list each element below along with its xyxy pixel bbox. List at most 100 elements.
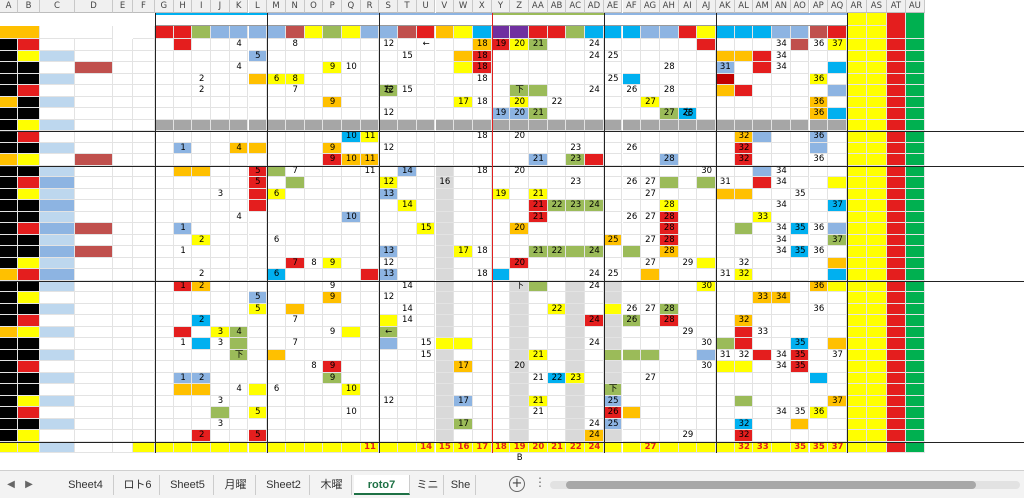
row-b[interactable] xyxy=(18,165,40,177)
grid-cell[interactable] xyxy=(435,200,455,212)
grid-cell[interactable] xyxy=(454,257,473,269)
row-half[interactable] xyxy=(113,211,133,223)
grid-cell[interactable] xyxy=(659,200,679,212)
grid-cell[interactable] xyxy=(585,315,604,327)
cell-value[interactable]: 24 xyxy=(589,430,600,440)
number-header-15[interactable] xyxy=(416,26,436,39)
row-as[interactable] xyxy=(866,142,887,154)
row-half[interactable] xyxy=(113,326,133,338)
grid-cell[interactable] xyxy=(641,246,660,258)
row-at[interactable] xyxy=(886,384,906,396)
row-au[interactable] xyxy=(905,177,925,189)
grid-cell[interactable] xyxy=(454,338,473,350)
cell-value[interactable]: 12 xyxy=(383,39,395,49)
grid-cell[interactable] xyxy=(529,96,548,108)
row-half[interactable] xyxy=(113,131,133,143)
grid-cell[interactable] xyxy=(622,96,642,108)
row-at[interactable] xyxy=(886,372,906,384)
grid-cell[interactable] xyxy=(304,407,324,419)
grid-cell[interactable] xyxy=(659,211,679,223)
row-round[interactable] xyxy=(133,39,155,51)
grid-cell[interactable] xyxy=(192,315,212,327)
cell-value[interactable]: 37 xyxy=(831,441,844,452)
grid-cell[interactable] xyxy=(603,418,623,430)
row-b[interactable] xyxy=(18,361,40,373)
grid-cell[interactable] xyxy=(622,119,642,131)
grid-cell[interactable] xyxy=(809,142,829,154)
grid-cell[interactable] xyxy=(659,280,679,292)
cell-value[interactable]: 35 xyxy=(794,349,806,360)
grid-cell[interactable] xyxy=(267,418,286,430)
grid-cell[interactable] xyxy=(416,211,436,223)
grid-cell[interactable] xyxy=(416,165,436,177)
grid-cell[interactable] xyxy=(790,73,810,85)
grid-cell[interactable] xyxy=(547,50,567,62)
row-au[interactable] xyxy=(905,257,925,269)
row-as[interactable] xyxy=(866,292,887,304)
cell-value[interactable]: 23 xyxy=(570,154,582,164)
grid-cell[interactable] xyxy=(398,280,417,292)
grid-cell[interactable] xyxy=(716,338,735,350)
grid-cell[interactable] xyxy=(678,395,698,407)
grid-cell[interactable] xyxy=(809,418,829,430)
grid-cell[interactable] xyxy=(734,384,754,396)
grid-cell[interactable] xyxy=(491,407,511,419)
grid-cell[interactable] xyxy=(454,292,473,304)
grid-cell[interactable] xyxy=(547,200,567,212)
row-b[interactable] xyxy=(18,50,40,62)
grid-cell[interactable] xyxy=(472,338,492,350)
row-date-d[interactable] xyxy=(75,73,113,85)
column-header-am[interactable]: AM xyxy=(753,0,773,13)
grid-cell[interactable] xyxy=(472,177,492,189)
grid-cell[interactable] xyxy=(585,234,604,246)
grid-cell[interactable] xyxy=(753,395,773,407)
grid-cell[interactable] xyxy=(790,62,810,74)
cell-value[interactable]: 4 xyxy=(236,326,242,337)
grid-cell[interactable] xyxy=(622,246,642,258)
grid-cell[interactable] xyxy=(716,257,735,269)
grid-cell[interactable] xyxy=(229,62,249,74)
sheet-tab-2[interactable]: Sheet5 xyxy=(162,475,214,495)
cell-value[interactable]: 11 xyxy=(364,154,376,164)
cell-value[interactable]: 21 xyxy=(532,108,544,118)
grid-cell[interactable] xyxy=(603,39,623,51)
grid-cell[interactable] xyxy=(697,384,716,396)
cell-value[interactable]: 5 xyxy=(255,430,261,440)
grid-cell[interactable] xyxy=(435,177,455,189)
grid-cell[interactable] xyxy=(734,108,754,120)
row-date-c[interactable] xyxy=(40,257,75,269)
row-ar[interactable] xyxy=(846,154,867,166)
cell-value[interactable]: 7 xyxy=(292,165,298,176)
grid-cell[interactable] xyxy=(472,349,492,361)
grid-cell[interactable] xyxy=(772,349,791,361)
grid-cell[interactable] xyxy=(603,395,623,407)
grid-cell[interactable] xyxy=(510,372,529,384)
grid-cell[interactable] xyxy=(772,165,791,177)
grid-cell[interactable] xyxy=(585,211,604,223)
grid-cell[interactable] xyxy=(772,234,791,246)
number-header-10[interactable] xyxy=(323,26,342,39)
row-at[interactable] xyxy=(886,292,906,304)
cell-value[interactable]: 22 xyxy=(551,96,563,107)
grid-cell[interactable] xyxy=(697,441,716,453)
row-as[interactable] xyxy=(866,326,887,338)
grid-cell[interactable] xyxy=(435,430,455,442)
row-date-d[interactable] xyxy=(75,303,113,315)
cell-value[interactable]: 下 xyxy=(234,349,244,360)
grid-cell[interactable] xyxy=(659,441,679,453)
row-at[interactable] xyxy=(886,280,906,292)
grid-cell[interactable] xyxy=(304,39,324,51)
cell-value[interactable]: 2 xyxy=(199,280,205,291)
grid-cell[interactable] xyxy=(585,85,604,97)
row-date-c[interactable] xyxy=(40,372,75,384)
cell-value[interactable]: 21 xyxy=(532,200,544,210)
row-a[interactable] xyxy=(0,177,18,189)
number-header-19[interactable] xyxy=(491,26,511,39)
row-date-d[interactable] xyxy=(75,326,113,338)
grid-cell[interactable] xyxy=(267,269,286,281)
cell-value[interactable]: 32 xyxy=(738,257,750,268)
grid-cell[interactable] xyxy=(323,418,342,430)
row-a[interactable] xyxy=(0,292,18,304)
cell-value[interactable]: 24 xyxy=(589,418,600,429)
grid-cell[interactable] xyxy=(267,85,286,97)
